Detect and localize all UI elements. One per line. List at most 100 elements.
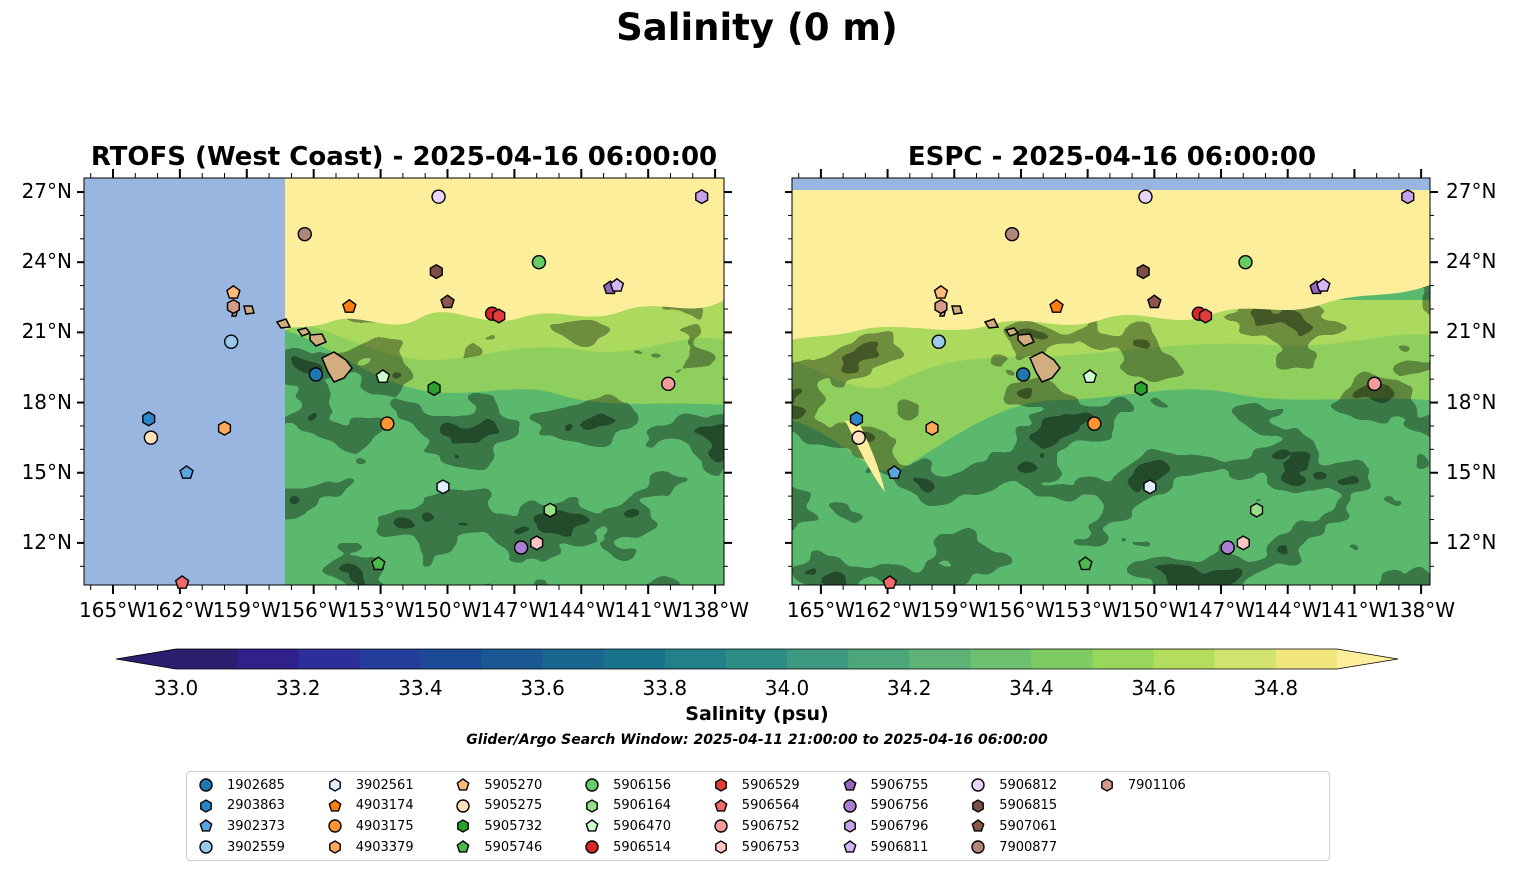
float-marker-5905732 <box>427 380 441 397</box>
map-panel-rtofs <box>84 178 724 585</box>
colorbar-segment <box>359 649 421 669</box>
x-tick-label: 141°W <box>614 598 683 622</box>
legend-marker-icon <box>199 840 213 854</box>
legend-marker-icon <box>971 840 985 854</box>
float-marker-5906564 <box>882 575 898 589</box>
legend-label: 5905732 <box>484 818 543 834</box>
colorbar-segment <box>603 649 666 669</box>
float-marker-3902373 <box>179 465 194 479</box>
legend-label: 3902561 <box>355 777 414 793</box>
colorbar-tick-label: 33.0 <box>153 676 199 700</box>
float-marker-5906753 <box>1236 535 1250 551</box>
panel-title-rtofs: RTOFS (West Coast) - 2025-04-16 06:00:00 <box>90 142 718 172</box>
legend-item: 5906796 <box>841 816 928 836</box>
y-tick-label-right: 27°N <box>1446 179 1497 204</box>
legend-item: 4903174 <box>326 796 414 816</box>
axis-ticks <box>77 169 1438 594</box>
legend-label: 1902685 <box>227 777 285 793</box>
legend-marker-icon <box>457 819 470 834</box>
legend-label: 5905270 <box>484 777 543 793</box>
legend-label: 4903379 <box>355 839 414 855</box>
legend-item: 5905275 <box>454 796 542 816</box>
y-tick-label-left: 27°N <box>21 179 72 204</box>
float-marker-5906756 <box>1220 540 1235 555</box>
legend-marker-icon <box>585 840 599 854</box>
x-tick-label: 150°W <box>1120 598 1189 622</box>
search-window-note: Glider/Argo Search Window: 2025-04-11 21… <box>466 732 1048 748</box>
legend-marker-icon <box>199 819 213 832</box>
colorbar-segment <box>1275 649 1338 669</box>
x-tick-label: 138°W <box>1387 598 1456 622</box>
legend-marker-icon <box>456 798 471 813</box>
figure-title: Salinity (0 m) <box>616 6 898 49</box>
float-marker-3902561 <box>436 479 450 495</box>
float-marker-3902561 <box>1143 479 1157 495</box>
legend-label: 5906756 <box>870 798 929 814</box>
float-marker-5906796 <box>1401 189 1415 205</box>
float-marker-5905270 <box>226 284 241 299</box>
legend-item: 1902685 <box>197 775 285 795</box>
legend-item: 5905270 <box>454 775 542 795</box>
colorbar-tick-label: 34.8 <box>1253 676 1299 700</box>
float-marker-5905275 <box>143 430 159 445</box>
colorbar-tick-label: 34.4 <box>1009 676 1054 700</box>
legend-item: 7900877 <box>969 837 1057 857</box>
float-marker-5906752 <box>1367 376 1382 392</box>
float-marker-4903379 <box>217 420 232 436</box>
colorbar-tick-label: 33.6 <box>520 676 565 700</box>
float-marker-5907061 <box>1147 294 1162 309</box>
float-marker-5905746 <box>371 556 386 571</box>
float-marker-3902559 <box>223 334 239 349</box>
legend-item: 5906564 <box>712 796 800 816</box>
float-marker-4903175 <box>1087 416 1102 431</box>
colorbar-segment <box>1031 649 1093 669</box>
legend-label: 5906755 <box>870 777 929 793</box>
colorbar-segment <box>970 649 1032 669</box>
x-tick-label: 138°W <box>681 598 750 622</box>
map-frame-rtofs <box>83 177 725 586</box>
float-marker-7900877 <box>297 226 312 242</box>
legend-marker-icon <box>714 819 728 834</box>
legend-label: 5905275 <box>484 798 543 814</box>
x-tick-label: 150°W <box>413 598 482 622</box>
colorbar-segment <box>420 649 482 669</box>
x-tick-label: 165°W <box>79 598 147 622</box>
legend-item: 3902373 <box>197 816 285 836</box>
legend-label: 5906514 <box>613 839 671 855</box>
x-tick-label: 144°W <box>547 598 616 622</box>
legend-label: 5907061 <box>999 818 1058 834</box>
legend-marker-icon <box>328 778 341 792</box>
hawaii-islands <box>231 305 353 383</box>
colorbar-extend-low <box>116 649 176 669</box>
map-frame-espc <box>791 177 1431 586</box>
float-marker-5906815 <box>429 263 443 280</box>
float-marker-2903863 <box>142 411 156 427</box>
legend-item: 5906756 <box>841 796 929 816</box>
legend-item: 5906811 <box>841 837 928 857</box>
float-marker-3902559 <box>931 334 946 349</box>
legend-item: 5906812 <box>969 775 1057 795</box>
float-marker-7900877 <box>1004 226 1020 242</box>
legend-label: 7900877 <box>999 839 1058 855</box>
y-tick-label-left: 24°N <box>21 249 72 274</box>
float-marker-5905270 <box>933 284 949 299</box>
y-tick-label-left: 15°N <box>21 459 72 484</box>
colorbar-tick-label: 34.6 <box>1131 676 1176 700</box>
legend-item: 5906529 <box>712 775 800 795</box>
legend-item: 5906755 <box>841 775 929 795</box>
legend-item: 5906815 <box>969 796 1057 816</box>
float-marker-5906164 <box>543 502 557 518</box>
colorbar-segment <box>481 649 544 669</box>
legend-marker-icon <box>842 840 857 853</box>
float-marker-5906156 <box>1238 255 1253 270</box>
legend-label: 3902373 <box>227 818 285 834</box>
x-tick-label: 162°W <box>145 598 214 622</box>
colorbar-outline <box>115 648 1399 670</box>
colorbar-segment <box>542 649 605 669</box>
colorbar-segment <box>1214 649 1277 669</box>
float-marker-5905275 <box>851 430 866 445</box>
legend-label: 4903174 <box>355 798 414 814</box>
legend-label: 5906752 <box>741 818 800 834</box>
x-tick-label: 156°W <box>986 598 1055 622</box>
colorbar <box>115 648 1399 670</box>
